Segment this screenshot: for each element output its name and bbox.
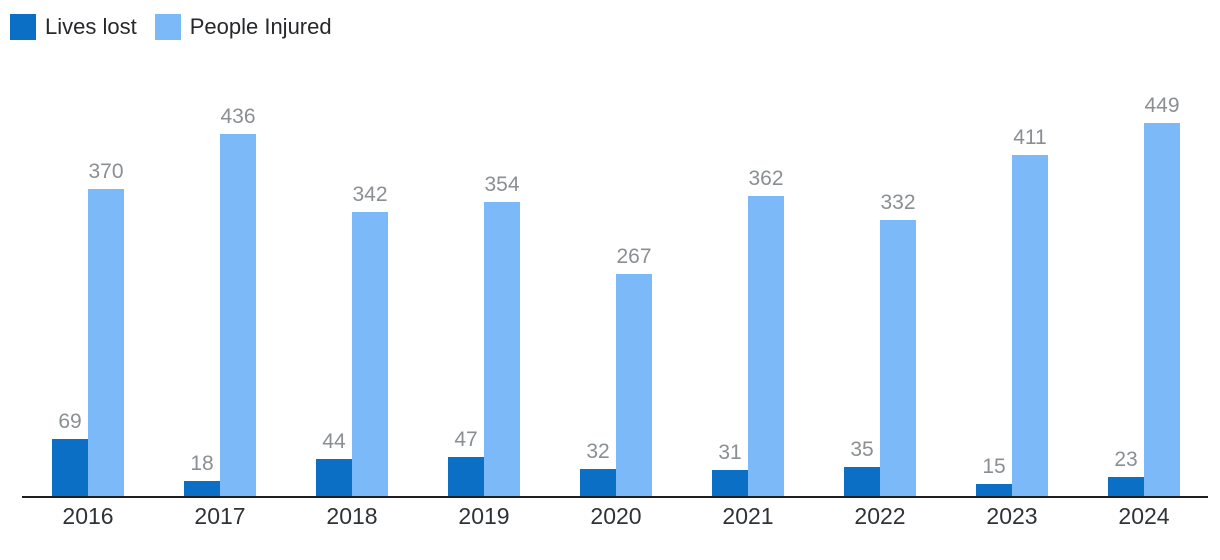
bar-column: 15 <box>976 61 1012 496</box>
bar-group-2019: 47 354 2019 <box>448 61 520 530</box>
bar-pair: 69 370 <box>52 61 124 496</box>
grouped-bar-chart: 69 370 2016 18 436 2017 44 342 2018 47 354 2019 32 26… <box>0 61 1220 530</box>
category-label: 2021 <box>722 503 774 529</box>
value-label: 362 <box>748 166 784 190</box>
bar-pair: 44 342 <box>316 61 388 496</box>
category-label: 2020 <box>590 503 642 529</box>
value-label: 44 <box>322 429 346 453</box>
bar-column: 370 <box>88 61 124 496</box>
category-label: 2018 <box>326 503 378 529</box>
bar-pair: 23 449 <box>1108 61 1180 496</box>
bar-groups-row: 69 370 2016 18 436 2017 44 342 2018 47 354 2019 32 26… <box>0 61 1220 530</box>
value-label: 342 <box>352 182 388 206</box>
bar-pair: 31 362 <box>712 61 784 496</box>
bar-group-2022: 35 332 2022 <box>844 61 916 530</box>
category-label: 2024 <box>1118 503 1170 529</box>
category-label: 2019 <box>458 503 510 529</box>
bar-lives-lost[interactable] <box>52 439 88 496</box>
bar-column: 342 <box>352 61 388 496</box>
bar-column: 362 <box>748 61 784 496</box>
chart-legend: Lives lost People Injured <box>0 0 1220 40</box>
bar-group-2018: 44 342 2018 <box>316 61 388 530</box>
value-label: 47 <box>454 427 478 451</box>
bar-people-injured[interactable] <box>880 220 916 496</box>
category-label: 2022 <box>854 503 906 529</box>
bar-group-2016: 69 370 2016 <box>52 61 124 530</box>
bar-column: 44 <box>316 61 352 496</box>
bar-column: 411 <box>1012 61 1048 496</box>
bar-people-injured[interactable] <box>220 134 256 496</box>
bar-people-injured[interactable] <box>1144 123 1180 496</box>
legend-item-lives-lost[interactable]: Lives lost <box>10 14 137 40</box>
bar-column: 47 <box>448 61 484 496</box>
bar-column: 354 <box>484 61 520 496</box>
value-label: 69 <box>58 409 82 433</box>
bar-column: 436 <box>220 61 256 496</box>
bar-lives-lost[interactable] <box>1108 477 1144 496</box>
bar-column: 332 <box>880 61 916 496</box>
bar-lives-lost[interactable] <box>448 457 484 496</box>
bar-column: 449 <box>1144 61 1180 496</box>
value-label: 35 <box>850 437 874 461</box>
value-label: 23 <box>1114 447 1138 471</box>
value-label: 31 <box>718 440 742 464</box>
bar-lives-lost[interactable] <box>976 484 1012 496</box>
bar-people-injured[interactable] <box>616 274 652 496</box>
bar-group-2021: 31 362 2021 <box>712 61 784 530</box>
bar-column: 18 <box>184 61 220 496</box>
legend-label-people-injured: People Injured <box>189 14 332 39</box>
bar-group-2020: 32 267 2020 <box>580 61 652 530</box>
value-label: 436 <box>220 104 256 128</box>
lives-lost-swatch-icon <box>10 14 36 40</box>
value-label: 267 <box>616 244 652 268</box>
bar-pair: 15 411 <box>976 61 1048 496</box>
value-label: 354 <box>484 172 520 196</box>
bar-column: 35 <box>844 61 880 496</box>
value-label: 18 <box>190 451 214 475</box>
bar-people-injured[interactable] <box>88 189 124 496</box>
bar-pair: 32 267 <box>580 61 652 496</box>
bar-group-2024: 23 449 2024 <box>1108 61 1180 530</box>
value-label: 32 <box>586 439 610 463</box>
bar-group-2017: 18 436 2017 <box>184 61 256 530</box>
bar-group-2023: 15 411 2023 <box>976 61 1048 530</box>
value-label: 370 <box>88 159 124 183</box>
bar-lives-lost[interactable] <box>184 481 220 496</box>
bar-column: 32 <box>580 61 616 496</box>
x-axis-line <box>22 496 1208 498</box>
bar-column: 69 <box>52 61 88 496</box>
bar-people-injured[interactable] <box>484 202 520 496</box>
bar-column: 31 <box>712 61 748 496</box>
category-label: 2016 <box>62 503 114 529</box>
legend-item-people-injured[interactable]: People Injured <box>154 14 332 40</box>
bar-lives-lost[interactable] <box>316 459 352 496</box>
bar-people-injured[interactable] <box>1012 155 1048 496</box>
value-label: 449 <box>1144 93 1180 117</box>
legend-label-lives-lost: Lives lost <box>45 14 137 39</box>
bar-people-injured[interactable] <box>748 196 784 496</box>
bar-column: 267 <box>616 61 652 496</box>
value-label: 411 <box>1013 125 1047 149</box>
bar-lives-lost[interactable] <box>580 469 616 496</box>
category-label: 2023 <box>986 503 1038 529</box>
bar-column: 23 <box>1108 61 1144 496</box>
bar-pair: 35 332 <box>844 61 916 496</box>
value-label: 332 <box>880 190 916 214</box>
bar-pair: 18 436 <box>184 61 256 496</box>
value-label: 15 <box>982 454 1006 478</box>
bar-pair: 47 354 <box>448 61 520 496</box>
bar-lives-lost[interactable] <box>844 467 880 496</box>
bar-lives-lost[interactable] <box>712 470 748 496</box>
category-label: 2017 <box>194 503 246 529</box>
bar-people-injured[interactable] <box>352 212 388 496</box>
people-injured-swatch-icon <box>154 14 181 40</box>
